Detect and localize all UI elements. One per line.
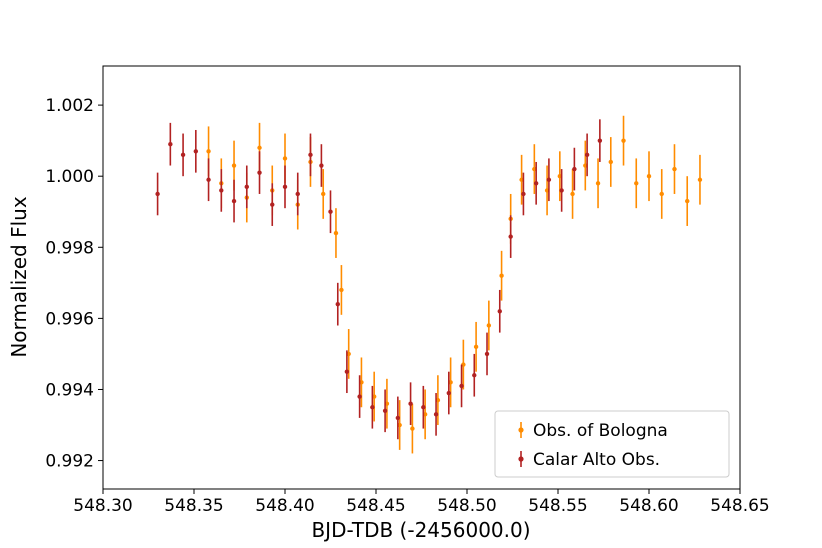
data-point — [193, 149, 199, 154]
x-tick-label: 548.55 — [528, 496, 587, 516]
data-point — [446, 390, 451, 396]
data-point — [484, 351, 490, 357]
y-tick-label: 0.994 — [45, 380, 94, 400]
data-point — [433, 412, 439, 417]
data-point — [697, 177, 703, 182]
legend-box — [494, 410, 730, 478]
data-point — [472, 373, 477, 378]
data-point — [168, 142, 173, 147]
data-point — [546, 177, 552, 182]
data-point — [597, 138, 603, 143]
data-point — [344, 369, 350, 374]
data-point — [570, 191, 575, 197]
data-point — [282, 184, 288, 190]
data-point — [499, 273, 504, 278]
data-point — [595, 181, 601, 186]
series-layer — [155, 115, 703, 454]
data-point — [521, 191, 526, 197]
data-point — [206, 149, 211, 154]
x-tick-label: 548.65 — [710, 496, 769, 516]
data-point — [321, 191, 326, 197]
x-tick-label: 548.30 — [73, 496, 132, 516]
data-point — [319, 163, 324, 168]
x-tick-label: 548.40 — [255, 496, 314, 516]
legend-label: Calar Alto Obs. — [533, 450, 660, 470]
data-point — [486, 323, 492, 328]
y-tick-label: 0.996 — [45, 309, 94, 329]
data-point — [685, 198, 690, 204]
legend-marker — [518, 456, 524, 462]
legend: Obs. of Bologna Calar Alto Obs. — [494, 410, 730, 478]
data-point — [473, 344, 479, 350]
data-point — [328, 209, 333, 214]
y-tick-label: 1.002 — [45, 96, 94, 116]
data-point — [621, 138, 626, 143]
data-point — [308, 152, 313, 158]
data-point — [339, 287, 344, 293]
data-point — [270, 202, 275, 207]
plot-area — [102, 65, 741, 490]
x-axis-label: BJD-TDB (-2456000.0) — [311, 518, 530, 542]
data-point — [572, 166, 577, 172]
plot-frame — [102, 65, 741, 490]
data-point — [282, 156, 288, 161]
data-point — [608, 159, 613, 165]
data-point — [382, 408, 388, 413]
data-point — [231, 163, 237, 168]
data-point — [257, 170, 262, 175]
data-point — [672, 166, 677, 172]
data-point — [659, 191, 664, 197]
y-tick-label: 1.000 — [45, 167, 94, 187]
data-point — [257, 145, 262, 150]
data-point — [231, 198, 237, 204]
x-tick-label: 548.35 — [164, 496, 223, 516]
data-point — [408, 401, 413, 406]
legend-label: Obs. of Bologna — [533, 421, 668, 441]
data-point — [634, 181, 639, 186]
data-point — [206, 177, 211, 182]
legend-marker — [518, 427, 524, 433]
data-point — [395, 415, 401, 421]
data-point — [219, 188, 224, 193]
x-axis: 548.30 548.35 548.40 548.45 548.50 548.55 548.… — [73, 489, 770, 516]
data-point — [357, 394, 362, 399]
data-point — [497, 309, 502, 314]
data-point — [646, 173, 652, 179]
data-point — [335, 301, 340, 307]
y-tick-label: 0.992 — [45, 452, 94, 472]
data-point — [333, 230, 339, 236]
data-point — [508, 234, 513, 239]
data-point — [244, 184, 249, 190]
data-point — [559, 188, 564, 193]
data-point — [155, 191, 160, 197]
y-axis-label: Normalized Flux — [7, 196, 31, 358]
y-tick-label: 0.998 — [45, 238, 94, 258]
x-tick-label: 548.45 — [346, 496, 405, 516]
data-point — [459, 383, 464, 389]
data-point — [370, 405, 375, 410]
data-point — [410, 426, 415, 431]
data-point — [180, 152, 186, 158]
data-point — [295, 191, 300, 197]
x-tick-label: 548.50 — [437, 496, 496, 516]
data-point — [421, 405, 426, 410]
data-point — [533, 181, 539, 186]
series-2 — [155, 119, 603, 440]
x-tick-label: 548.60 — [619, 496, 678, 516]
y-axis: 0.992 0.994 0.996 0.998 1.000 1.002 — [45, 96, 103, 472]
series-1 — [206, 115, 703, 454]
data-point — [584, 152, 590, 158]
